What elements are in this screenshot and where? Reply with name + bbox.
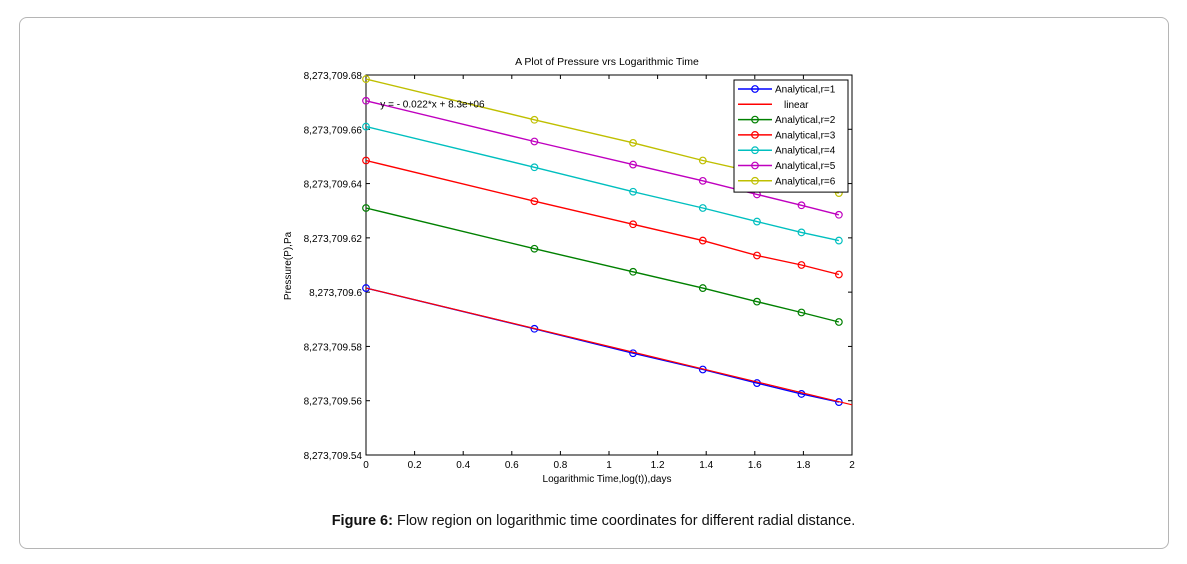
y-tick-label: 8,273,709.6: [309, 288, 362, 299]
y-axis-label: Pressure(P),Pa: [283, 231, 294, 300]
legend-marker: [751, 85, 759, 93]
data-point: [629, 160, 637, 169]
legend-entry: Analytical,r=6: [775, 176, 836, 187]
y-tick-label: 8,273,709.58: [304, 342, 363, 353]
x-tick-label: 2: [849, 460, 855, 471]
data-point: [530, 115, 539, 124]
figure-caption: Figure 6: Flow region on logarithmic tim…: [0, 513, 1187, 529]
data-point: [629, 220, 637, 229]
fit-equation-annotation: y = - 0.022*x + 8.3e+06: [380, 100, 485, 111]
data-point: [530, 137, 539, 146]
series-line-3: [365, 207, 840, 323]
x-axis-label: Logarithmic Time,log(t)),days: [543, 474, 672, 485]
data-point: [797, 228, 806, 237]
legend-marker: [751, 161, 759, 170]
legend-entry: Analytical,r=1: [775, 85, 836, 96]
data-point: [753, 217, 761, 226]
data-point: [834, 236, 843, 245]
data-point: [834, 318, 843, 326]
data-point: [362, 122, 370, 131]
x-tick-label: 0.2: [408, 460, 422, 471]
x-tick-label: 1.4: [699, 460, 713, 471]
x-tick-label: 0: [363, 460, 369, 471]
legend-box: [733, 79, 849, 193]
legend-marker: [751, 115, 759, 124]
data-point: [362, 204, 370, 212]
figure-caption-label: Figure 6:: [331, 513, 393, 529]
data-point: [362, 75, 370, 83]
series-line-5: [365, 125, 840, 242]
data-point: [530, 197, 539, 206]
data-point: [629, 138, 637, 147]
data-point: [629, 187, 637, 196]
x-tick-label: 1.2: [651, 460, 665, 471]
legend-entry: Analytical,r=2: [775, 115, 836, 126]
data-point: [629, 267, 637, 276]
data-point: [797, 201, 806, 210]
figure-caption-text: Flow region on logarithmic time coordina…: [392, 513, 856, 529]
y-tick-label: 8,273,709.62: [304, 234, 363, 245]
data-point: [753, 297, 761, 306]
pressure-chart: 0 0.2 0.4 0.6 0.8 1 1.2 1.4 1.6 1.8 2 8,273,709.54 8…: [283, 56, 855, 485]
y-tick-label: 8,273,709.56: [304, 397, 363, 408]
legend-entry: Analytical,r=5: [775, 161, 836, 172]
y-tick-label: 8,273,709.68: [304, 71, 363, 82]
data-point: [530, 244, 539, 253]
x-tick-label: 0.8: [553, 460, 567, 471]
legend-entry: Analytical,r=4: [775, 146, 836, 157]
data-point: [797, 308, 806, 317]
legend-marker: [751, 130, 759, 139]
x-tick-label: 1.6: [748, 460, 762, 471]
data-point: [797, 261, 806, 269]
data-point: [698, 156, 707, 165]
series-line-6: [365, 100, 840, 216]
data-point: [698, 284, 707, 292]
legend-entry: linear: [784, 100, 809, 111]
data-point: [530, 163, 539, 172]
data-point: [698, 176, 707, 185]
y-tick-label: 8,273,709.54: [304, 451, 363, 462]
series-line-4: [365, 159, 840, 276]
chart-title: A Plot of Pressure vrs Logarithmic Time: [515, 56, 699, 68]
data-point: [698, 204, 707, 212]
data-point: [362, 96, 370, 105]
legend-entry: Analytical,r=3: [775, 130, 836, 141]
data-point: [753, 251, 761, 260]
y-tick-label: 8,273,709.64: [304, 180, 363, 191]
data-point: [362, 156, 370, 165]
data-point: [698, 236, 707, 245]
x-tick-label: 1: [606, 460, 612, 471]
data-point: [834, 270, 843, 279]
series-line-2: [365, 287, 853, 406]
y-tick-label: 8,273,709.66: [304, 125, 363, 136]
data-point: [362, 284, 370, 292]
x-tick-label: 1.8: [796, 460, 810, 471]
x-tick-label: 0.6: [505, 460, 519, 471]
x-tick-label: 0.4: [456, 460, 470, 471]
data-point: [834, 210, 843, 219]
legend-marker: [751, 146, 759, 155]
legend-marker: [751, 176, 759, 185]
